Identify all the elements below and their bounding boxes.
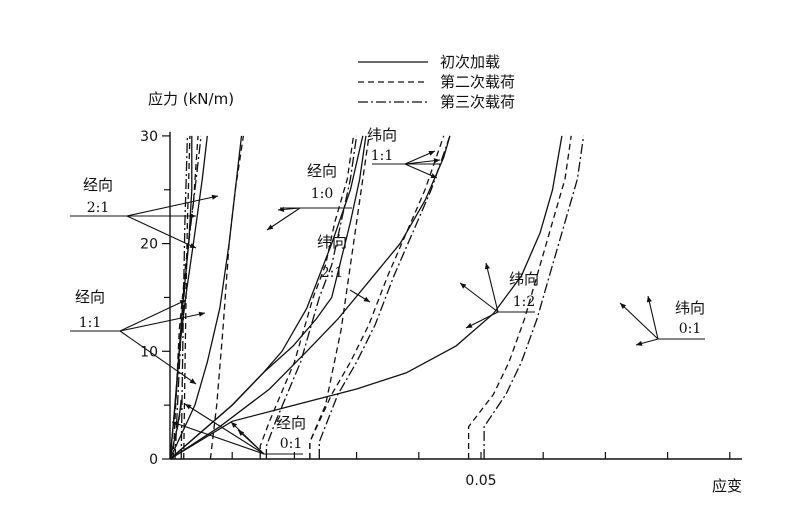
leader-line	[485, 262, 499, 313]
arrow-head	[620, 303, 627, 309]
group-label-direction: 经向	[75, 288, 105, 306]
group-label-ratio: 1:2	[513, 294, 536, 310]
arrow-head	[428, 151, 435, 156]
x-tick-label: 0.05	[465, 473, 496, 489]
legend-label-solid: 初次加载	[440, 53, 500, 71]
curve-dashdot-5	[318, 135, 451, 459]
arrow-head	[267, 224, 274, 230]
curve-dashed-3	[259, 135, 355, 459]
curve-dashed-0	[183, 135, 191, 460]
curve-solid-6	[169, 135, 563, 460]
arrow-head	[189, 243, 196, 248]
group-label-ratio: 0:1	[679, 321, 702, 337]
group-label-direction: 经向	[307, 162, 337, 180]
leader-line	[619, 302, 659, 340]
leader-line	[126, 215, 197, 249]
group-label-direction: 纬向	[675, 299, 705, 317]
arrow-head	[278, 206, 285, 212]
legend-label-dashed: 第二次载荷	[440, 73, 515, 91]
curve-solid-4	[169, 135, 364, 460]
leader-line	[126, 195, 219, 217]
arrow-head	[185, 404, 192, 410]
group-label-direction: 经向	[276, 414, 306, 432]
curve-dashed-2	[209, 135, 245, 460]
arrow-head	[646, 296, 652, 303]
group-label-ratio: 2:1	[87, 200, 110, 216]
leader-line	[266, 207, 301, 231]
y-axis-label: 应力 (kN/m)	[148, 90, 234, 108]
arrow-head	[363, 296, 370, 302]
leader-line	[647, 295, 659, 340]
arrow-head	[484, 263, 490, 270]
group-label-ratio: 1:1	[371, 148, 394, 164]
y-tick-label: 0	[149, 452, 158, 468]
arrow-head	[238, 430, 245, 436]
curve-dashed-7	[169, 405, 182, 460]
arrow-head	[430, 173, 437, 178]
curve-solid-1	[169, 135, 208, 460]
group-label-ratio: 1:1	[79, 315, 102, 331]
group-label-direction: 经向	[83, 176, 113, 194]
group-label-ratio: 0:1	[280, 436, 303, 452]
arrow-head	[231, 422, 238, 428]
arrow-head	[460, 283, 467, 289]
leader-line	[459, 282, 499, 313]
curve-solid-5	[169, 135, 451, 460]
group-label-direction: 纬向	[367, 126, 397, 144]
group-label-direction: 纬向	[317, 233, 347, 251]
leader-line	[184, 403, 265, 455]
group-label-ratio: 1:0	[311, 186, 334, 202]
y-tick-label: 20	[140, 237, 158, 253]
arrow-head	[466, 323, 473, 328]
curve-dashdot-3	[265, 135, 358, 459]
legend-label-dashdot: 第三次载荷	[440, 93, 515, 111]
curves	[169, 135, 585, 460]
leader-line	[119, 299, 187, 332]
leader-line	[171, 421, 265, 455]
group-label-ratio: 2:1	[321, 265, 344, 281]
curve-dashdot-6	[483, 135, 585, 459]
curve-dashed-5	[309, 135, 445, 459]
x-axis-label: 应变	[712, 477, 742, 495]
group-labels: 经向 2:1 经向 1:1 经向 1:0 纬向 2:1 纬向 1:1 纬向 1:2 纬向 0:1 经向 0:1	[70, 126, 705, 455]
curve-solid-3	[169, 135, 367, 460]
arrow-head	[190, 213, 196, 219]
arrow-head	[172, 421, 179, 427]
curve-solid-2	[169, 135, 243, 460]
curve-dashed-6	[467, 135, 572, 459]
curve-dashdot-1	[174, 135, 202, 460]
arrow-head	[433, 158, 440, 164]
curve-dashed-4	[309, 135, 370, 459]
arrow-head	[211, 194, 218, 200]
y-tick-label: 30	[140, 129, 158, 145]
arrow-head	[198, 311, 205, 317]
arrow-head	[189, 378, 196, 384]
group-label-direction: 纬向	[509, 270, 539, 288]
arrow-head	[636, 340, 643, 346]
leader-line	[119, 330, 197, 385]
leader-line	[119, 312, 206, 332]
arrow-head	[179, 300, 186, 305]
curve-dashdot-0	[180, 135, 189, 460]
